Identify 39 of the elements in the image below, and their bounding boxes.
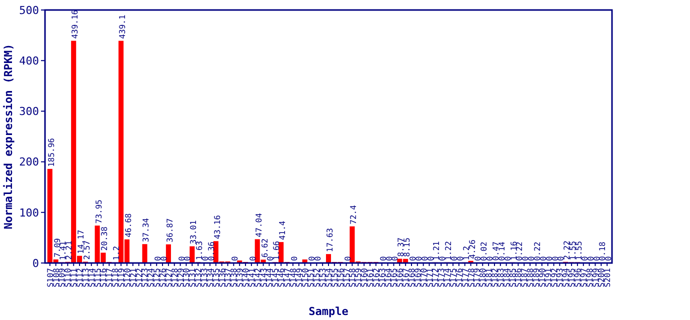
data-label: 47.04: [254, 212, 264, 238]
data-label: 0.47: [491, 241, 500, 261]
data-label: 2.57: [82, 240, 92, 260]
data-label: 0: [230, 256, 240, 261]
data-label: 0: [503, 256, 512, 261]
data-label: 36.87: [165, 218, 174, 242]
x-tick-label: S201: [603, 268, 612, 288]
data-label: 0: [160, 256, 169, 261]
data-label: 0: [290, 256, 299, 261]
y-tick-label: 300: [19, 105, 39, 118]
data-label: 6.62: [260, 238, 270, 258]
data-label: 46.68: [124, 213, 133, 238]
y-tick-label: 100: [19, 206, 39, 220]
data-label: 17.63: [326, 228, 334, 252]
data-label: 439.16: [70, 10, 80, 39]
x-axis-title: Sample: [308, 305, 349, 318]
data-label: 43.16: [212, 214, 222, 240]
data-label: 185.96: [46, 138, 56, 167]
data-label: 439.1: [118, 14, 128, 39]
data-label: 0: [314, 256, 323, 261]
data-label: 2.21: [64, 240, 74, 260]
data-label: 0: [604, 256, 614, 261]
data-label: 37.34: [142, 218, 151, 242]
y-tick-label: 500: [19, 4, 39, 17]
data-label: 8.15: [402, 237, 412, 257]
data-label: 0.36: [206, 241, 216, 261]
data-label: 4.26: [468, 239, 477, 259]
data-label: 0: [248, 256, 258, 261]
data-label: 1.66: [272, 240, 282, 260]
data-label: 73.95: [94, 199, 104, 224]
y-axis-title: Normalized expression (RPKM): [2, 44, 15, 230]
y-tick-label: 400: [19, 54, 39, 68]
data-label: 41.4: [278, 220, 288, 240]
data-label: 20.38: [100, 226, 110, 251]
data-label: 1.2: [112, 246, 122, 260]
y-tick-label: 200: [19, 156, 39, 169]
data-label: 0: [343, 256, 352, 261]
y-tick-label: 0: [32, 256, 39, 270]
data-label: 72.4: [349, 204, 358, 224]
